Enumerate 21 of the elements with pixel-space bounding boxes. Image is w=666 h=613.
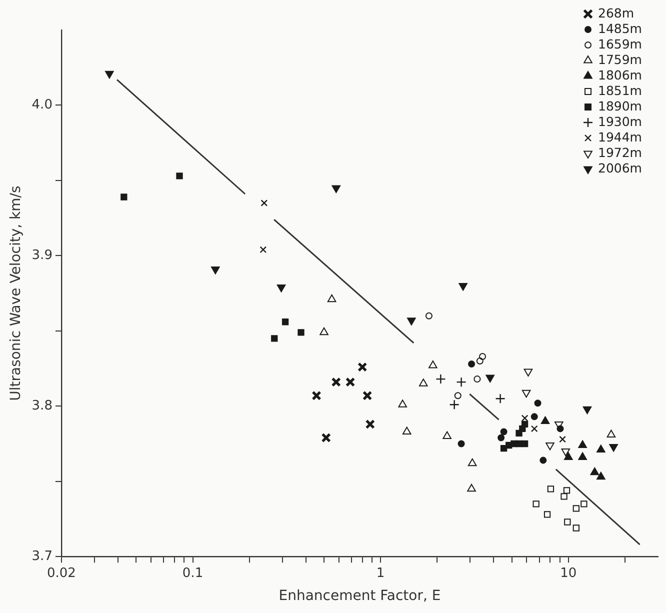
legend-label: 1930m xyxy=(598,114,642,129)
legend-label: 1485m xyxy=(598,20,642,36)
y-tick-label: 3.7 xyxy=(32,548,52,564)
x-tick-label: 1 xyxy=(376,566,385,581)
legend-label: 1851m xyxy=(598,82,642,98)
legend-label: 1972m xyxy=(598,144,642,160)
legend-label: 2006m xyxy=(598,160,642,176)
x-tick-label: 0.1 xyxy=(182,566,204,581)
legend-label: 1944m xyxy=(598,129,642,144)
y-axis-title: Ultrasonic Wave Velocity, km/s xyxy=(8,186,24,401)
legend-label: 1659m xyxy=(598,36,642,52)
x-tick-label: 0.02 xyxy=(47,566,76,581)
legend-label: 1806m xyxy=(598,67,642,82)
x-axis-title: Enhancement Factor, E xyxy=(278,588,441,604)
y-tick-label: 3.9 xyxy=(32,248,52,264)
legend-label: 268m xyxy=(598,5,634,20)
y-tick-label: 3.8 xyxy=(32,398,52,414)
x-tick-label: 10 xyxy=(560,566,577,581)
legend-label: 1890m xyxy=(598,98,642,114)
legend-label: 1759m xyxy=(598,52,642,67)
y-tick-label: 4.0 xyxy=(32,98,52,113)
